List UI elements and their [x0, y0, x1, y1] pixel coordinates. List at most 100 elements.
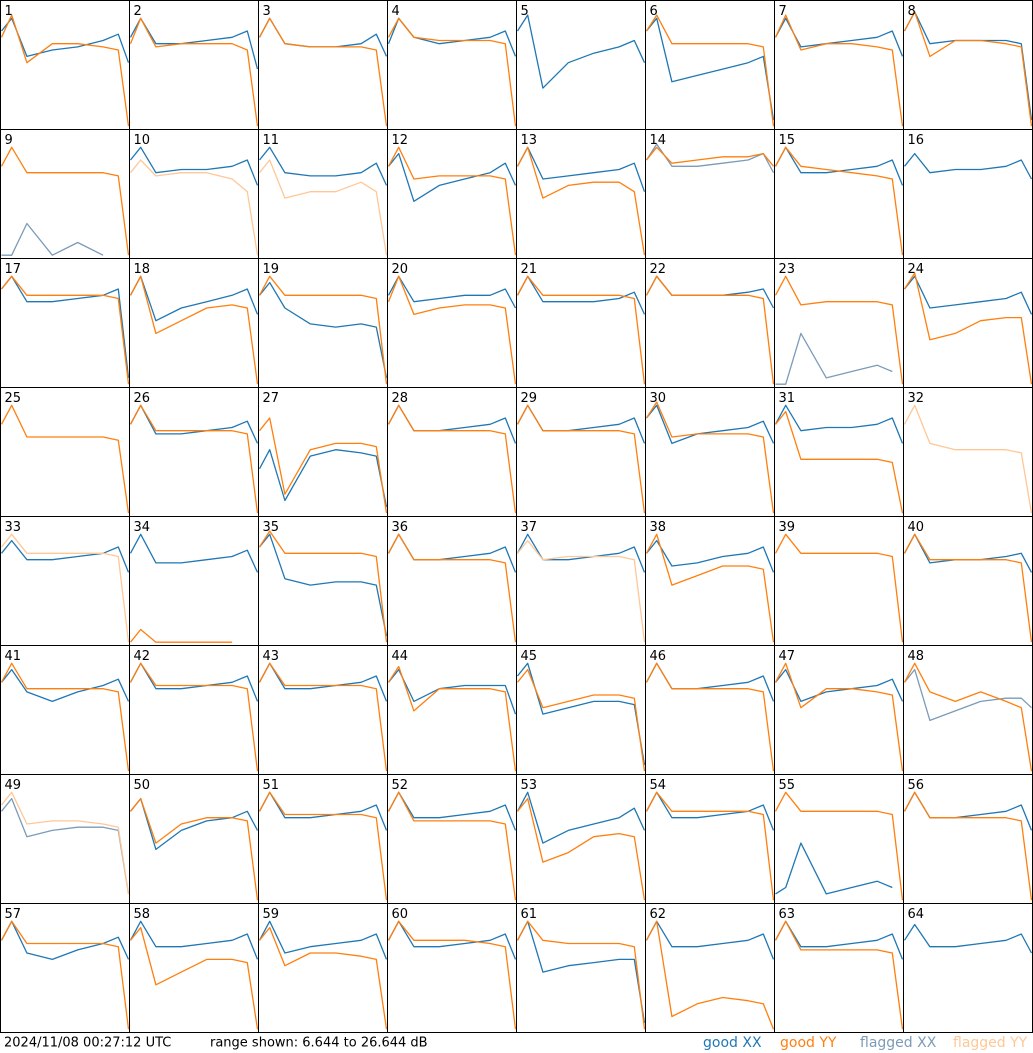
panel-frame — [516, 903, 646, 1033]
panel-frame — [516, 387, 646, 517]
panel-label: 9 — [5, 133, 13, 148]
yy-trace — [387, 665, 517, 772]
panel-frame — [774, 645, 904, 775]
xx-trace — [516, 920, 646, 1024]
legend-entry: flagged XX — [860, 1035, 937, 1051]
yy-trace — [774, 14, 904, 127]
panel-label: 1 — [5, 4, 13, 19]
panel: 37 — [516, 516, 646, 646]
panel-frame — [129, 774, 259, 904]
panel-label: 56 — [908, 778, 925, 793]
yy-trace — [258, 417, 388, 514]
panel-label: 28 — [392, 391, 409, 406]
yy-trace — [129, 926, 259, 1030]
yy-trace — [516, 920, 646, 1030]
panel-label: 6 — [650, 4, 658, 19]
range-note: range shown: 6.644 to 26.644 dB — [210, 1036, 428, 1051]
panel: 46 — [645, 645, 775, 775]
panel: 12 — [387, 129, 517, 259]
panel-frame — [516, 0, 646, 130]
panel-label: 3 — [263, 4, 271, 19]
xx-trace — [903, 668, 1032, 722]
panel-label: 46 — [650, 649, 667, 664]
yy-trace — [774, 533, 904, 643]
yy-trace — [0, 404, 130, 514]
yy-trace — [0, 533, 130, 643]
panel: 20 — [387, 258, 517, 388]
panel-label: 23 — [779, 262, 796, 277]
panel-frame — [516, 258, 646, 388]
panel: 60 — [387, 903, 517, 1033]
panel: 4 — [387, 0, 517, 130]
yy-trace — [387, 146, 517, 256]
yy-trace — [645, 791, 775, 901]
panel: 6 — [645, 0, 775, 130]
panel: 35 — [258, 516, 388, 646]
panel: 58 — [129, 903, 259, 1033]
panel-frame — [903, 129, 1033, 259]
xx-trace — [387, 152, 517, 202]
panel-label: 48 — [908, 649, 925, 664]
panel-label: 34 — [134, 520, 151, 535]
panel-label: 21 — [521, 262, 538, 277]
panel-label: 25 — [5, 391, 22, 406]
panel-label: 8 — [908, 4, 916, 19]
panel-label: 22 — [650, 262, 667, 277]
panel: 39 — [774, 516, 904, 646]
panel-frame — [0, 774, 130, 904]
panel-label: 55 — [779, 778, 796, 793]
yy-trace — [387, 791, 517, 901]
panel: 42 — [129, 645, 259, 775]
panel-label: 15 — [779, 133, 796, 148]
panel: 29 — [516, 387, 646, 517]
xx-trace — [645, 791, 775, 831]
legend-entry: good XX — [703, 1035, 762, 1051]
panel-frame — [129, 258, 259, 388]
yy-trace — [516, 539, 646, 643]
panel-label: 27 — [263, 391, 280, 406]
panel: 62 — [645, 903, 775, 1033]
panel: 63 — [774, 903, 904, 1033]
xx-trace — [0, 275, 130, 378]
panel: 49 — [0, 774, 130, 904]
panel: 3 — [258, 0, 388, 130]
panel-frame — [774, 387, 904, 517]
panel-frame — [645, 0, 775, 130]
panel-frame — [0, 903, 130, 1033]
yy-trace — [258, 926, 388, 1030]
panel-frame — [903, 774, 1033, 904]
yy-trace — [516, 275, 646, 385]
yy-trace — [516, 668, 646, 772]
xx-trace — [645, 404, 775, 445]
panel-frame — [645, 387, 775, 517]
panel: 36 — [387, 516, 517, 646]
panel-frame — [387, 645, 517, 775]
yy-trace — [0, 662, 130, 772]
xx-trace — [258, 920, 388, 960]
xx-trace — [903, 923, 1033, 954]
yy-trace — [0, 275, 130, 385]
panel-label: 7 — [779, 4, 787, 19]
panel-frame — [645, 516, 775, 646]
xx-trace — [1, 222, 104, 256]
yy-trace — [129, 275, 259, 385]
panel-frame — [258, 903, 388, 1033]
xx-trace — [645, 920, 775, 960]
panel: 44 — [387, 645, 517, 775]
yy-trace — [258, 530, 388, 643]
panel-label: 32 — [908, 391, 925, 406]
panel-frame — [774, 516, 904, 646]
panel: 9 — [0, 129, 130, 259]
panel-label: 41 — [5, 649, 22, 664]
panel-label: 43 — [263, 649, 280, 664]
panel: 40 — [903, 516, 1033, 646]
xx-trace — [903, 152, 1033, 180]
panel-frame — [387, 258, 517, 388]
panel-label: 10 — [134, 133, 151, 148]
panel: 28 — [387, 387, 517, 517]
panel: 11 — [258, 129, 388, 259]
panel: 2 — [129, 0, 259, 130]
panel-frame — [258, 129, 388, 259]
panel-frame — [0, 0, 130, 130]
yy-trace — [774, 410, 904, 514]
